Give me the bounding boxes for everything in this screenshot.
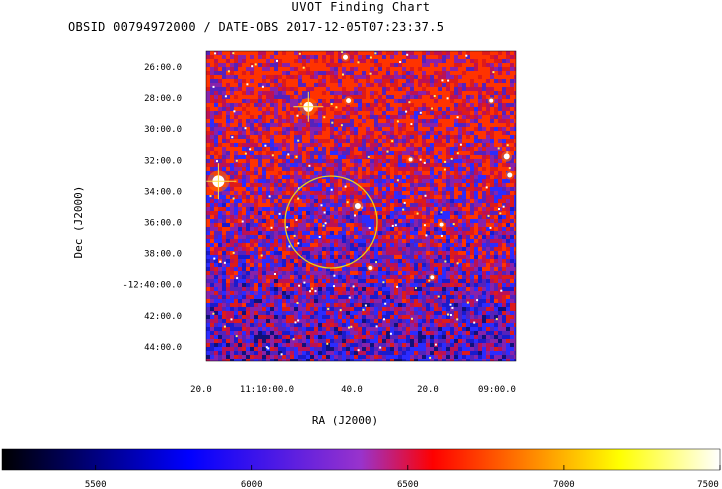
x-tick-label: 11:10:00.0 <box>240 385 294 395</box>
chart-subtitle: OBSID 00794972000 / DATE-OBS 2017-12-05T… <box>68 20 445 34</box>
x-tick-label: 40.0 <box>341 385 363 395</box>
colorbar-tick-label: 7000 <box>553 480 575 489</box>
colorbar-ticks: 5500 6000 6500 7000 7500 <box>85 465 721 489</box>
image-border <box>205 50 517 362</box>
colorbar-tick-label: 6000 <box>241 480 263 489</box>
y-tick-label: 32:00.0 <box>144 156 182 166</box>
x-tick-label: 20.0 <box>417 385 439 395</box>
colorbar-tick-label: 7500 <box>697 480 719 489</box>
x-axis-ticks: 20.0 11:10:00.0 40.0 20.0 09:00.0 <box>190 385 516 395</box>
y-axis-label: Dec (J2000) <box>72 186 85 259</box>
colorbar <box>1 448 721 471</box>
y-tick-label: 30:00.0 <box>144 125 182 135</box>
x-tick-label: 09:00.0 <box>478 385 516 395</box>
sky-image <box>206 51 516 361</box>
y-tick-label: 26:00.0 <box>144 63 182 73</box>
x-axis-label: RA (J2000) <box>312 414 378 427</box>
y-tick-label: 42:00.0 <box>144 312 182 322</box>
x-tick-label: 20.0 <box>190 385 212 395</box>
y-tick-label: -12:40:00.0 <box>122 281 182 291</box>
y-tick-label: 34:00.0 <box>144 187 182 197</box>
chart-title: UVOT Finding Chart <box>291 0 431 14</box>
y-axis-ticks: 26:00.0 28:00.0 30:00.0 32:00.0 34:00.0 36:00… <box>122 63 182 353</box>
colorbar-tick-label: 6500 <box>397 480 419 489</box>
y-tick-label: 28:00.0 <box>144 94 182 104</box>
y-tick-label: 36:00.0 <box>144 219 182 229</box>
source-region-circle <box>284 175 378 269</box>
y-tick-label: 44:00.0 <box>144 343 182 353</box>
y-tick-label: 38:00.0 <box>144 250 182 260</box>
colorbar-tick-label: 5500 <box>85 480 107 489</box>
